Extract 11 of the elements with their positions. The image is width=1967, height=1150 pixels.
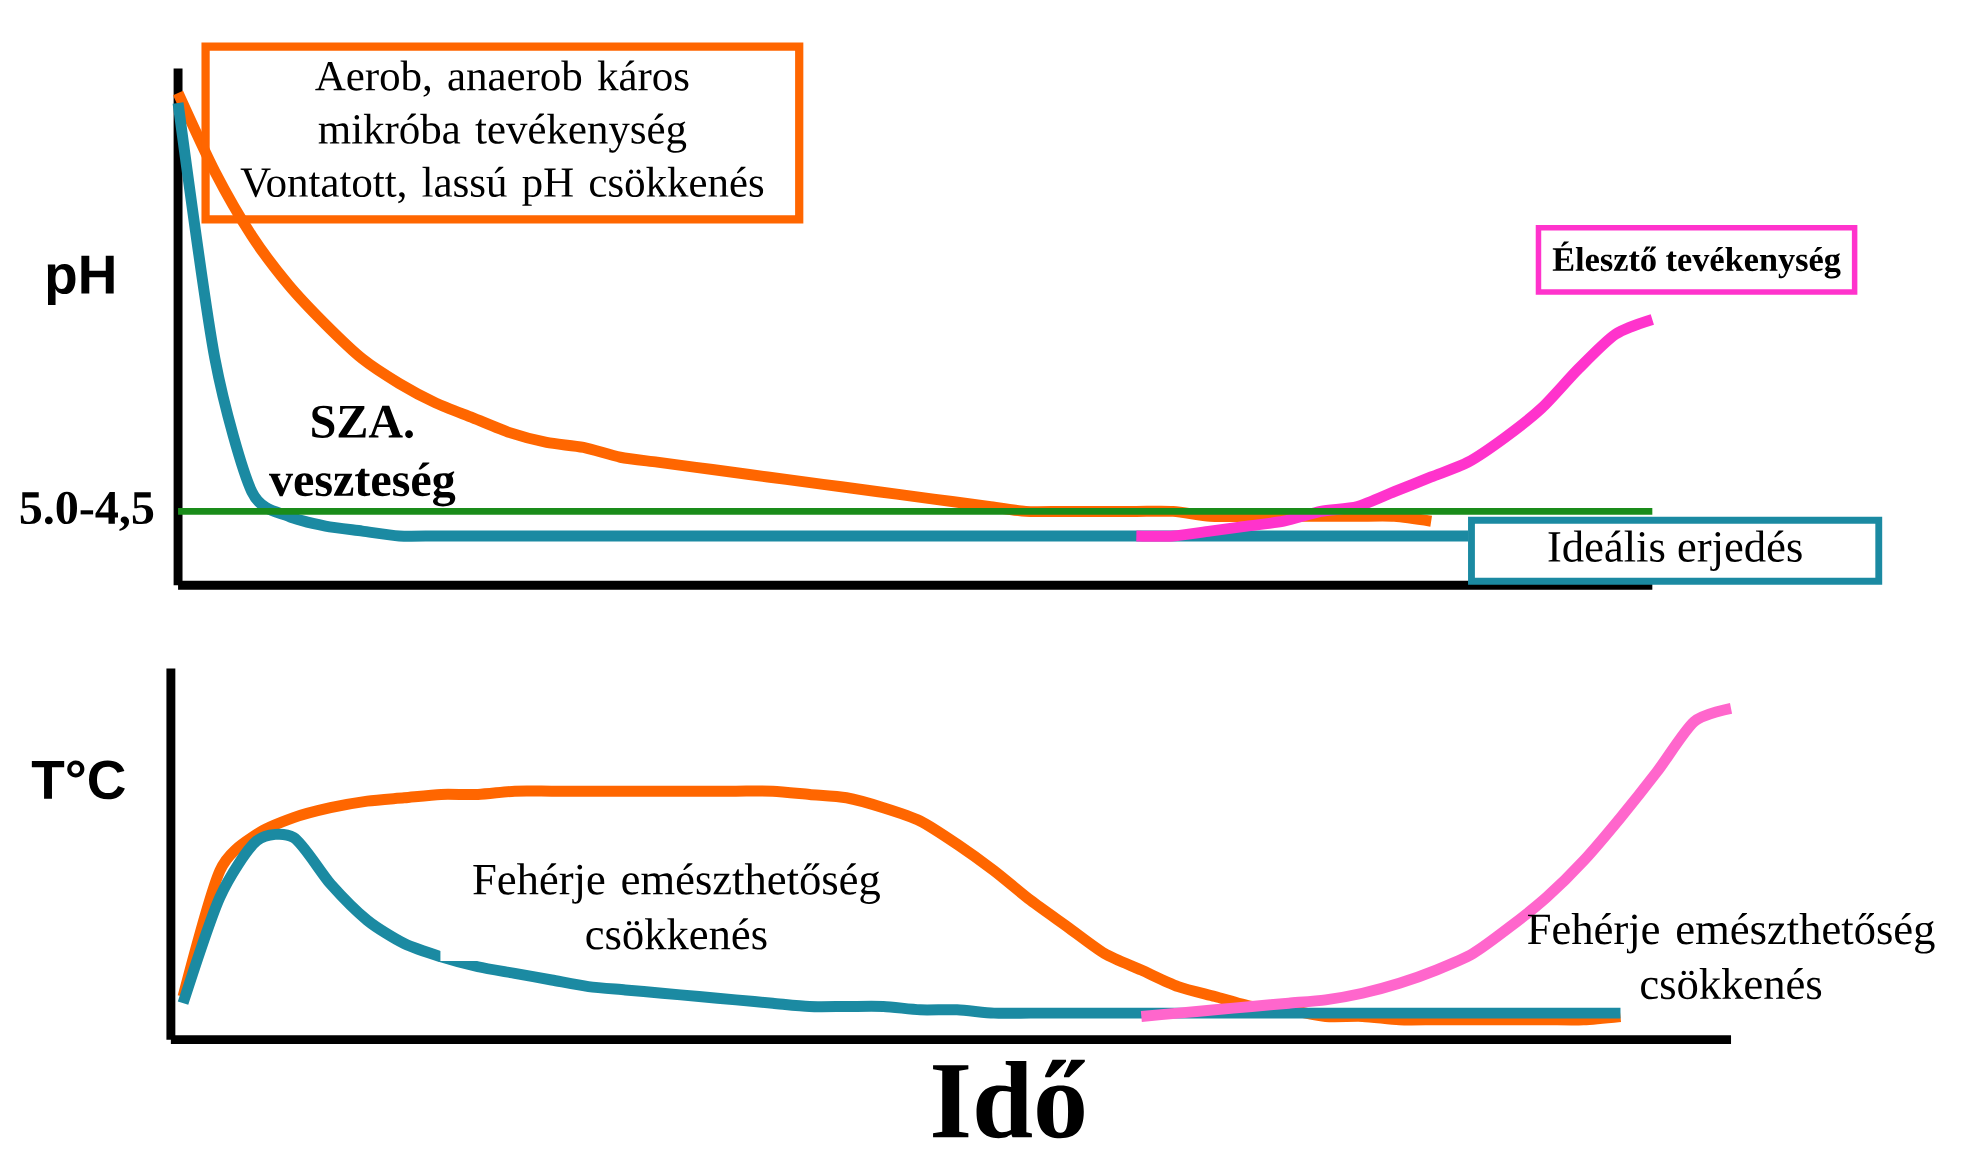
annotation: Vontatott, lassú pH csökkenés <box>240 166 764 206</box>
annotation: Aerob, anaerob káros mikróba tevékenység <box>315 60 689 153</box>
annotation: Fehérje emészthetőség csökkenés <box>1527 913 1935 1000</box>
annotation: SZA. veszteség <box>269 405 456 507</box>
series-label: Ideális erjedés <box>1548 530 1802 572</box>
text: Élesztő tevékenység <box>1552 241 1841 279</box>
y-axis-title: T°C <box>31 760 125 800</box>
text: 5.0-4,5 <box>20 491 154 532</box>
annotation: Fehérje emészthetőség csökkenés <box>473 863 880 950</box>
y-axis-title: pH <box>47 255 114 306</box>
x-axis-title: Idő <box>933 1059 1085 1139</box>
